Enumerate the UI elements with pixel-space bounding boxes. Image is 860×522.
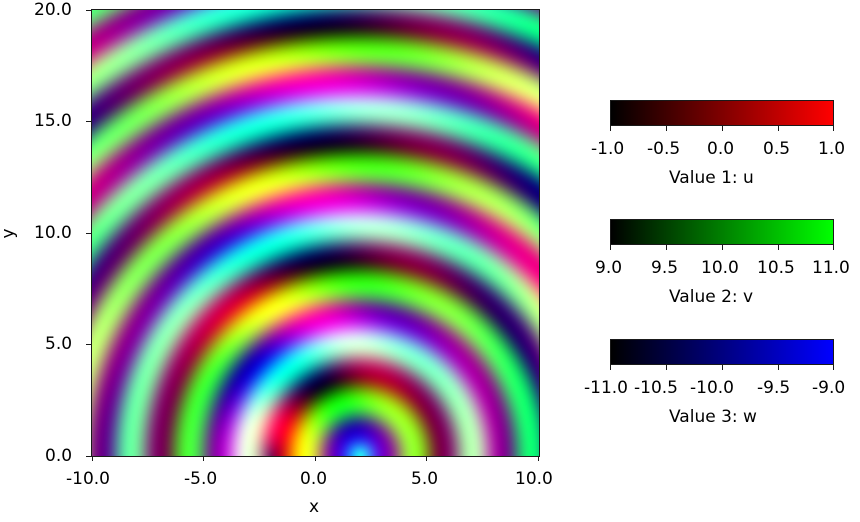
colorbar-tick (778, 126, 780, 131)
colorbar-tick-label: 1.0 (818, 139, 846, 159)
colorbar-tick (833, 245, 835, 250)
colorbar-tick-label: 10.5 (757, 258, 795, 278)
colorbar-v (610, 219, 834, 245)
colorbar-title: Value 3: w (669, 407, 757, 427)
y-tick (86, 121, 91, 123)
colorbar-title: Value 1: u (669, 168, 754, 188)
colorbar-tick-label: -0.5 (647, 139, 681, 159)
y-tick (86, 10, 91, 12)
colorbar-tick (610, 365, 612, 370)
x-tick-label: 0.0 (300, 469, 328, 489)
colorbar-tick-label: 10.0 (701, 258, 739, 278)
colorbar-tick (610, 245, 612, 250)
colorbar-tick-label: -10.0 (690, 378, 734, 398)
colorbar-tick-label: -11.0 (584, 378, 628, 398)
colorbar-tick-label: 0.5 (763, 139, 791, 159)
colorbar-tick-label: 11.0 (812, 258, 850, 278)
colorbar-tick (610, 126, 612, 131)
y-axis-label: y (0, 228, 19, 239)
y-tick (86, 344, 91, 346)
colorbar-tick (778, 365, 780, 370)
x-tick-label: 5.0 (411, 469, 439, 489)
x-tick (203, 456, 205, 461)
y-tick-label: 15.0 (34, 111, 72, 131)
y-tick-label: 5.0 (45, 334, 73, 354)
colorbar-u (610, 100, 834, 126)
colorbar-tick-label: -10.5 (634, 378, 678, 398)
colorbar-w (610, 339, 834, 365)
x-tick-label: -10.0 (66, 469, 110, 489)
colorbar-tick (666, 245, 668, 250)
y-tick (86, 456, 91, 458)
colorbar-tick-label: 9.5 (651, 258, 679, 278)
y-tick-label: 10.0 (34, 223, 72, 243)
colorbar-tick-label: -1.0 (591, 139, 625, 159)
colorbar-tick (666, 126, 668, 131)
x-axis-label: x (309, 497, 320, 517)
rgb-field-image (92, 10, 539, 456)
colorbar-tick-label: -9.5 (757, 378, 791, 398)
colorbar-tick (833, 126, 835, 131)
y-tick-label: 0.0 (45, 446, 73, 466)
colorbar-tick (722, 126, 724, 131)
x-tick (92, 456, 94, 461)
colorbar-title: Value 2: v (669, 287, 754, 307)
colorbar-tick (666, 365, 668, 370)
colorbar-tick (833, 365, 835, 370)
colorbar-tick-label: 9.0 (595, 258, 623, 278)
x-tick (315, 456, 317, 461)
colorbar-tick (722, 245, 724, 250)
colorbar-tick-label: -9.0 (812, 378, 846, 398)
y-tick-label: 20.0 (34, 0, 72, 20)
x-tick (426, 456, 428, 461)
x-tick-label: -5.0 (184, 469, 218, 489)
x-tick-label: 10.0 (515, 469, 553, 489)
colorbar-tick (778, 245, 780, 250)
colorbar-tick-label: 0.0 (707, 139, 735, 159)
x-tick (538, 456, 540, 461)
y-tick (86, 233, 91, 235)
colorbar-tick (722, 365, 724, 370)
